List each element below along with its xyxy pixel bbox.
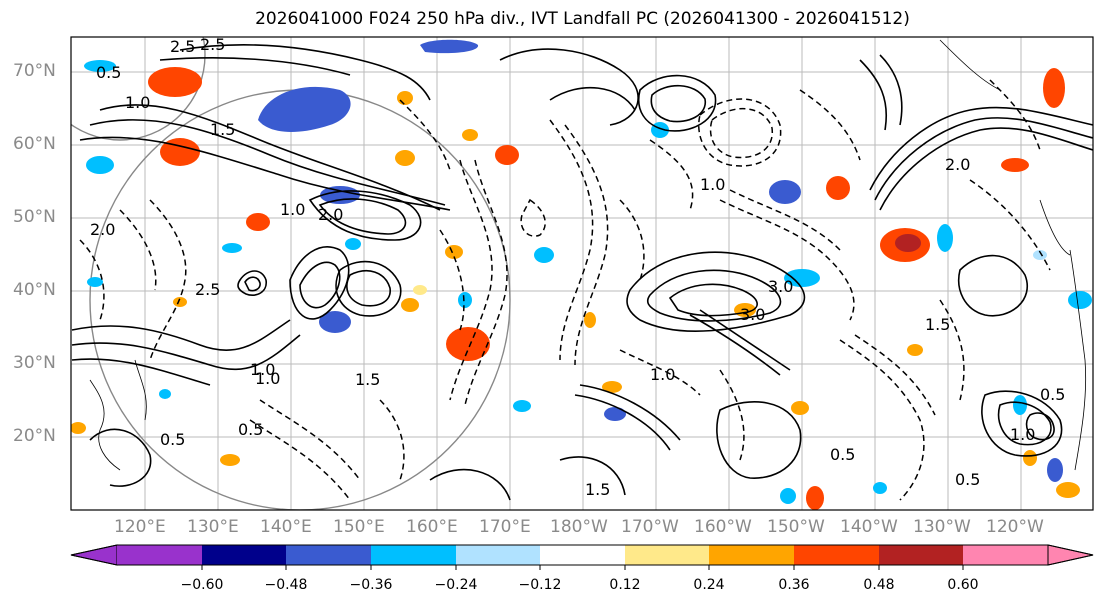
contour-label: 1.5 — [585, 480, 610, 499]
colorbar-segment — [202, 545, 286, 565]
colorbar-tick-label: 0.12 — [609, 577, 641, 593]
lon-label-150w: 150°W — [767, 517, 825, 537]
map-title: 2026041000 F024 250 hPa div., IVT Landfa… — [255, 9, 910, 29]
colorbar-segment — [456, 545, 540, 565]
contour-label: 1.5 — [355, 370, 380, 389]
colorbar-tick-label: 0.60 — [947, 577, 979, 593]
divergence-shading — [71, 39, 1092, 510]
contour-label: 1.5 — [210, 120, 235, 139]
colorbar-segment — [540, 545, 625, 565]
colorbar-extend-high — [1047, 544, 1094, 566]
contours-dashed — [79, 79, 1051, 501]
contour-label: 0.5 — [96, 63, 121, 82]
contour-label: 2.5 — [200, 35, 225, 54]
lon-label-130w: 130°W — [913, 517, 971, 537]
lon-label-160w: 160°W — [694, 517, 752, 537]
colorbar-segment — [879, 545, 963, 565]
contour-label: 1.0 — [650, 365, 675, 384]
colorbar-extend-low — [70, 544, 118, 566]
lon-label-170e: 170°E — [479, 517, 531, 537]
contour-label: 2.0 — [90, 220, 115, 239]
contour-label: 3.0 — [768, 277, 793, 296]
colorbar-tick-label: 0.36 — [778, 577, 810, 593]
lon-label-170w: 170°W — [621, 517, 679, 537]
contour-label: 1.0 — [1010, 425, 1035, 444]
lon-label-160e: 160°E — [406, 517, 458, 537]
colorbar-segment — [794, 545, 879, 565]
lat-label-50n: 50°N — [13, 207, 56, 227]
contour-label: 2.0 — [945, 155, 970, 174]
lon-label-140w: 140°W — [840, 517, 898, 537]
lat-label-30n: 30°N — [13, 353, 56, 373]
lat-label-20n: 20°N — [13, 426, 56, 446]
colorbar-tick-label: −0.12 — [518, 577, 562, 593]
contours-solid — [71, 43, 1093, 501]
colorbar-segment — [963, 545, 1048, 565]
colorbar-tick-label: −0.24 — [434, 577, 478, 593]
lon-label-180w: 180°W — [550, 517, 608, 537]
contour-labels: 0.5 1.0 1.5 2.0 2.5 3.0 2.5 1.0 0.5 1.0 … — [90, 35, 1065, 499]
colorbar-tick-label: −0.48 — [264, 577, 308, 593]
contour-label: 0.5 — [160, 430, 185, 449]
contour-label: 1.0 — [280, 200, 305, 219]
colorbar-outline — [70, 544, 1094, 566]
contour-label: 0.5 — [238, 420, 263, 439]
lon-label-150e: 150°E — [333, 517, 385, 537]
lat-label-60n: 60°N — [13, 134, 56, 154]
lon-label-120w: 120°W — [986, 517, 1044, 537]
colorbar-segment — [117, 545, 202, 565]
coastlines — [89, 39, 1087, 471]
colorbar-segment — [625, 545, 709, 565]
lat-label-70n: 70°N — [13, 61, 56, 81]
colorbar-tick-label: −0.60 — [180, 577, 224, 593]
colorbar-segment — [371, 545, 456, 565]
contour-label: 1.0 — [700, 175, 725, 194]
contour-label: 0.5 — [1040, 385, 1065, 404]
lon-label-140e: 140°E — [260, 517, 312, 537]
map-area: 0.5 1.0 1.5 2.0 2.5 3.0 2.5 1.0 0.5 1.0 … — [71, 35, 1093, 510]
contour-label: 1.0 — [255, 369, 280, 388]
contour-label: 2.5 — [195, 280, 220, 299]
contour-label: 1.5 — [925, 315, 950, 334]
map-frame — [70, 36, 1094, 511]
contour-label: 2.5 — [170, 37, 195, 56]
contour-label: 0.5 — [955, 470, 980, 489]
colorbar-segment — [709, 545, 794, 565]
colorbar — [70, 544, 1094, 570]
colorbar-segment — [286, 545, 371, 565]
contour-label: 1.0 — [250, 360, 275, 379]
colorbar-tick-label: 0.48 — [863, 577, 895, 593]
colorbar-tick-label: 0.24 — [693, 577, 725, 593]
contour-label: 3.0 — [740, 305, 765, 324]
lon-label-120e: 120°E — [114, 517, 166, 537]
lon-label-130e: 130°E — [187, 517, 239, 537]
gridlines — [71, 37, 1093, 510]
contour-label: 0.5 — [830, 445, 855, 464]
lat-label-40n: 40°N — [13, 280, 56, 300]
contour-label: 2.0 — [318, 205, 343, 224]
contour-label: 1.0 — [125, 93, 150, 112]
colorbar-tick-label: −0.36 — [349, 577, 393, 593]
